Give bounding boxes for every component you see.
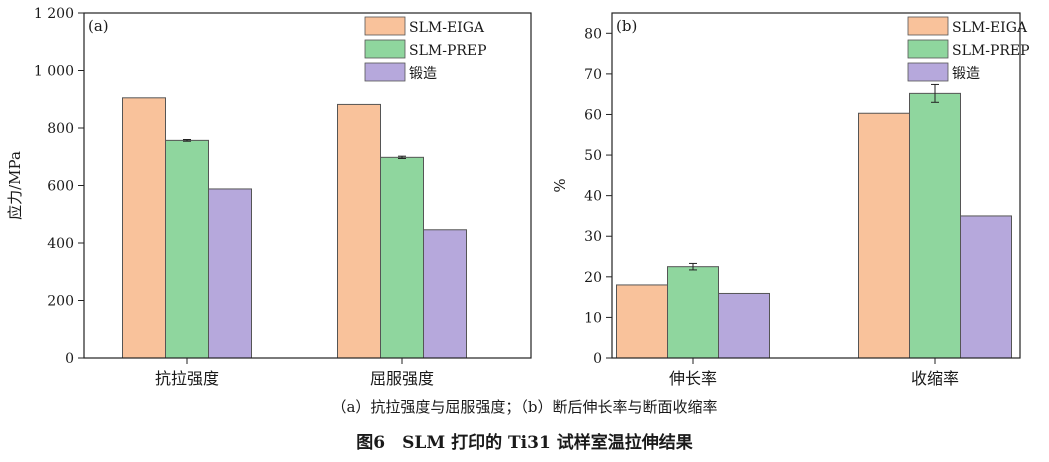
chart-b-bar-1-2 [858,112,910,359]
chart-a-panel-label: (a) [88,17,109,35]
chart-b-legend-label-2: SLM-PREP [952,43,1030,59]
chart-a-xtick-label-0: 抗拉强度 [155,369,219,388]
chart-b-ytick-label-7: 70 [584,67,602,83]
chart-b-legend-label-3: 锻造 [952,66,980,82]
chart-a-ytick-label-6: 1 200 [34,6,74,22]
chart-b-ylabel: % [551,178,569,192]
chart-a-xtick-label-1: 屈服强度 [370,369,434,388]
chart-b-bar-2-1 [667,266,719,359]
chart-b-legend-swatch-1 [907,16,949,36]
chart-b-bar-1-1 [616,284,668,359]
chart-b-panel-label: (b) [616,17,637,35]
chart-a-ylabel: 应力/MPa [6,151,24,220]
chart-b-bar-3-2 [960,215,1012,359]
chart-b-legend-label-1: SLM-EIGA [952,20,1028,36]
chart-a-legend-label-1: SLM-EIGA [409,20,485,36]
figure-subcaption: （a）抗拉强度与屈服强度；（b）断后伸长率与断面收缩率 [331,398,718,416]
chart-b-ytick-label-6: 60 [584,107,602,123]
chart-b-legend-swatch-2 [907,39,949,59]
chart-b-ytick-label-4: 40 [584,189,602,205]
chart-b-ytick-label-5: 50 [584,148,602,164]
chart-b-plot-frame [611,12,1021,359]
chart-b-xtick-label-1: 收缩率 [911,369,959,388]
chart-a-bar-1-1 [122,97,166,359]
chart-a-bar-3-2 [423,229,467,359]
chart-a-bar-2-2 [380,156,424,359]
chart-b-ytick-label-0: 0 [593,351,602,367]
chart-a-bar-2-1 [165,139,209,359]
chart-a-ytick-label-3: 600 [47,179,74,195]
chart-a-ytick-label-5: 1 000 [34,64,74,80]
chart-a-ytick-label-1: 200 [47,294,74,310]
chart-a-ytick-label-2: 400 [47,236,74,252]
chart-a-legend-label-2: SLM-PREP [409,43,487,59]
chart-a-legend-swatch-3 [364,62,406,82]
chart-a-legend-label-3: 锻造 [409,66,437,82]
chart-b-xtick-label-0: 伸长率 [669,369,717,388]
chart-a-ytick-label-4: 800 [47,121,74,137]
figure-title: 图6 SLM 打印的 Ti31 试样室温拉伸结果 [356,433,693,453]
chart-b-ytick-label-2: 20 [584,270,602,286]
chart-b-bar-2-2 [909,92,961,359]
chart-a-legend-swatch-2 [364,39,406,59]
chart-a-legend-swatch-1 [364,16,406,36]
chart-b-legend-swatch-3 [907,62,949,82]
chart-a-bar-3-1 [208,188,252,359]
chart-b-ytick-label-1: 10 [584,310,602,326]
chart-a-ytick-label-0: 0 [65,351,74,367]
chart-b-bar-3-1 [718,292,770,359]
chart-b-ytick-label-3: 30 [584,229,602,245]
chart-b-ytick-label-8: 80 [584,26,602,42]
chart-a-bar-1-2 [337,103,381,359]
